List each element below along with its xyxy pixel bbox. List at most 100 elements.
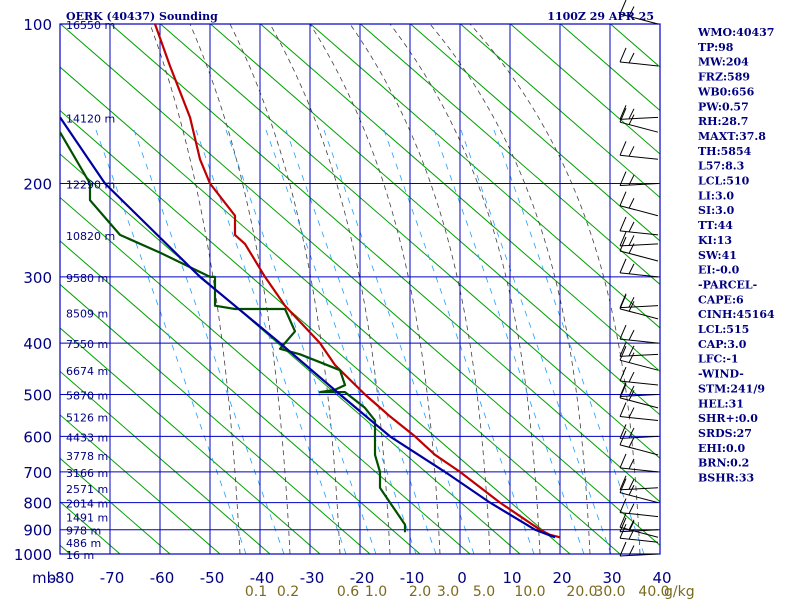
wind-barb	[619, 424, 659, 439]
index-item: CINH:45164	[698, 308, 775, 321]
wind-barb-flag	[628, 221, 635, 233]
height-label: 7550 m	[66, 338, 108, 351]
wind-barb-flag	[628, 146, 635, 157]
wind-barb-staff	[619, 393, 659, 397]
wind-barb-flag	[619, 231, 627, 247]
height-label: 16550 m	[66, 19, 115, 32]
index-item: LCL:510	[698, 175, 750, 188]
dry-adiabat-line	[510, 24, 660, 155]
wind-barb	[619, 346, 659, 371]
dry-adiabat-line	[460, 24, 660, 199]
wind-barb-flag	[619, 141, 627, 156]
temperature-tick-label: -20	[350, 569, 375, 587]
pressure-tick-label: 500	[23, 386, 52, 404]
wind-barb-staff	[619, 444, 659, 456]
mixing-ratio-label: 0.6	[337, 584, 359, 600]
mixing-ratio-line	[195, 129, 347, 554]
mixing-ratio-label: 0.1	[245, 584, 267, 600]
wind-barb-flag	[619, 258, 627, 274]
index-item: LI:3.0	[698, 189, 734, 202]
wind-barb-flag	[619, 191, 627, 206]
wind-barb-flag	[628, 371, 635, 383]
wind-barb-flag	[619, 382, 627, 397]
wind-barb-staff	[619, 13, 659, 25]
wind-barb	[619, 513, 659, 538]
pressure-tick-label: 300	[23, 269, 52, 287]
index-item: WB0:656	[697, 85, 755, 98]
index-item: BSHR:33	[698, 472, 754, 485]
wind-barb-flag	[619, 424, 627, 439]
index-item: LCL:515	[698, 323, 749, 336]
wind-barb-flag	[619, 517, 627, 532]
wind-barb-flag	[628, 197, 635, 209]
wind-barb-flag	[619, 216, 627, 232]
wind-barb-staff	[619, 250, 659, 262]
index-item: SI:3.0	[698, 204, 735, 217]
index-item: -PARCEL-	[698, 278, 757, 291]
wind-barb	[619, 541, 659, 557]
height-label: 12290 m	[66, 179, 115, 192]
height-label: 4433 m	[66, 431, 108, 444]
moist-adiabat-line	[429, 24, 591, 554]
wind-barb	[619, 402, 659, 422]
wind-barb-flag	[628, 6, 635, 17]
plot-frame	[59, 23, 661, 555]
index-item: WMO:40437	[697, 26, 774, 39]
wind-barb-flag	[619, 171, 627, 186]
wind-barb-flag	[628, 52, 635, 64]
index-item: RH:28.7	[698, 115, 748, 128]
sounding-timestamp: 1100Z 29 APR 25	[547, 10, 654, 23]
wind-barb-flag	[628, 352, 635, 363]
height-label: 10820 m	[66, 230, 115, 243]
index-item: STM:241/9	[698, 382, 765, 395]
wind-barb	[619, 47, 659, 67]
temperature-tick-label: 10	[502, 569, 521, 587]
dry-adiabat-line	[310, 24, 660, 329]
wind-barb-staff	[619, 526, 659, 538]
wind-barb-staff	[619, 61, 659, 67]
grid-lines	[59, 23, 661, 555]
height-label: 2571 m	[66, 483, 108, 496]
temperature-tick-label: -80	[50, 569, 75, 587]
temperature-tick-label: 0	[457, 569, 467, 587]
height-label: 486 m	[66, 537, 101, 550]
mixing-ratio-label: 10.0	[514, 584, 545, 600]
dry-adiabat-line	[60, 414, 221, 554]
wind-barb-flag	[628, 390, 635, 401]
mixing-ratio-line	[225, 129, 377, 554]
wind-barb-staff	[619, 467, 659, 473]
wind-barb-flag	[619, 47, 627, 63]
wind-barb-staff	[619, 537, 659, 543]
mixing-ratio-label: 1.0	[365, 584, 387, 600]
index-item: HEL:31	[698, 397, 744, 410]
wind-barb-flag	[619, 475, 627, 490]
wind-barb-flag	[628, 301, 635, 312]
wind-barb	[619, 141, 659, 160]
height-label: 14120 m	[66, 112, 115, 125]
wind-barb-flag	[628, 479, 635, 490]
height-label: 9580 m	[66, 272, 108, 285]
wind-barb	[619, 430, 659, 456]
index-item: EI:-0.0	[698, 264, 740, 277]
wind-barb-flag	[628, 329, 635, 341]
wind-barb	[619, 475, 659, 491]
mixing-ratio-label: 5.0	[473, 584, 495, 600]
wind-barb	[619, 258, 659, 278]
dry-adiabat-line	[110, 24, 660, 503]
index-item: BRN:0.2	[698, 457, 749, 470]
wind-barb-flag	[628, 243, 635, 254]
wind-barb-flag	[628, 235, 635, 246]
wind-barb	[619, 107, 659, 133]
wind-barb-staff	[619, 154, 659, 160]
wind-barb-flag	[619, 383, 627, 399]
dewpoint-line	[60, 131, 407, 533]
wind-barb-staff	[619, 121, 659, 133]
dry-adiabat-line	[60, 283, 371, 554]
dry-adiabat-line	[60, 66, 621, 554]
height-label: 5870 m	[66, 389, 108, 402]
wind-barb-staff	[619, 512, 659, 518]
wind-barb-staff	[619, 305, 659, 309]
wind-barb-staff	[619, 243, 659, 247]
